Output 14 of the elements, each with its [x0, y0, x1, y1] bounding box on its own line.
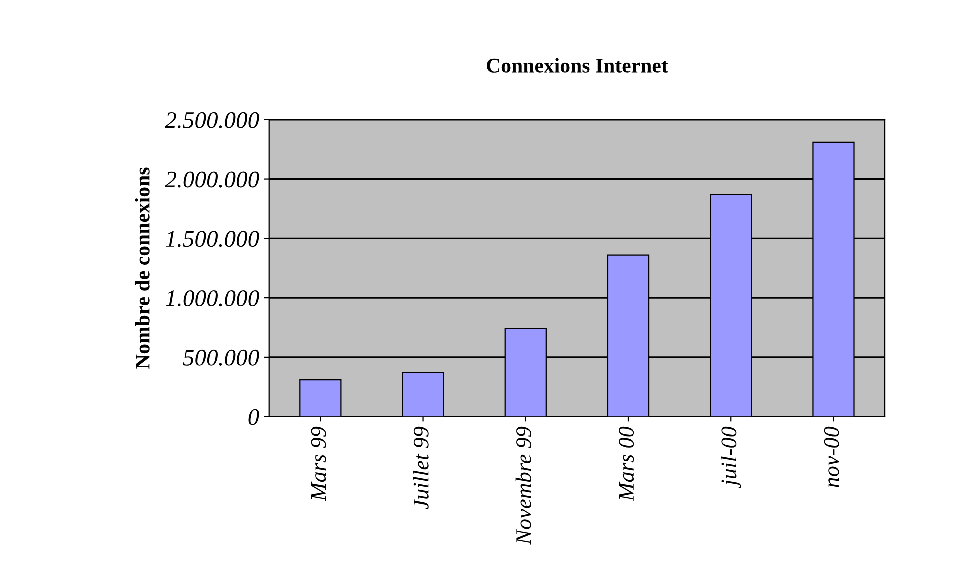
y-tick-label: 0 — [248, 409, 260, 426]
x-tick-label: Mars 00 — [619, 426, 634, 502]
y-axis-title: Nombre de connexions — [135, 168, 150, 370]
y-tick-label: 500.000 — [183, 350, 260, 366]
y-tick-label: 1.500.000 — [166, 231, 260, 248]
y-tick-label: 1.000.000 — [166, 290, 260, 307]
x-tick-label: Juillet 99 — [413, 426, 429, 510]
x-tick-label: Mars 99 — [311, 426, 326, 502]
x-tick-label: nov-00 — [824, 426, 840, 488]
x-tick-label: Novembre 99 — [516, 426, 532, 545]
y-tick-label: 2.000.000 — [165, 172, 260, 188]
x-tick-label: juil-00 — [721, 426, 742, 488]
y-tick-label: 2.500.000 — [165, 112, 260, 128]
chart-title: Connexions Internet — [487, 58, 668, 73]
